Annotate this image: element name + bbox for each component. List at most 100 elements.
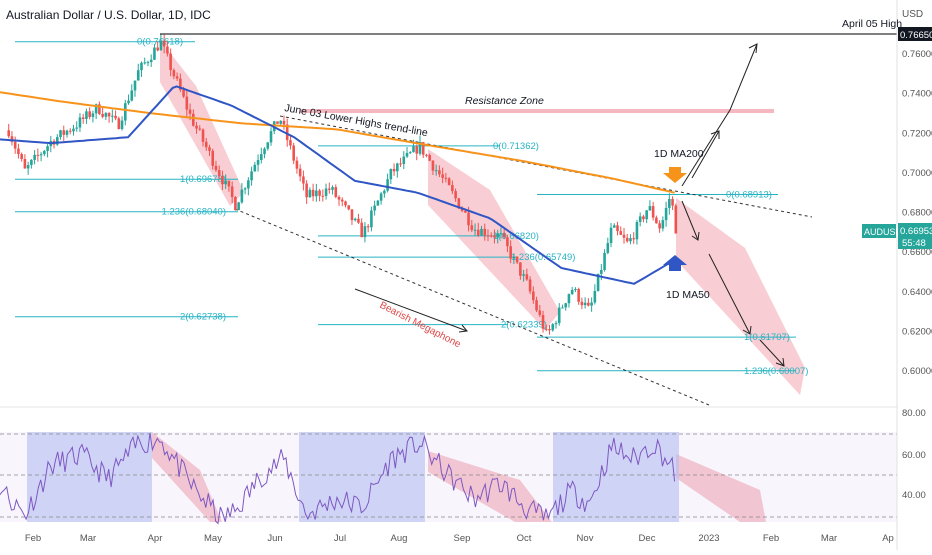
candle-body bbox=[587, 302, 590, 306]
candle-body bbox=[315, 190, 318, 197]
candle-body bbox=[425, 154, 428, 156]
candle-body bbox=[616, 225, 619, 232]
candle-body bbox=[46, 146, 49, 151]
rsi-line bbox=[0, 432, 676, 525]
candle-body bbox=[635, 221, 639, 240]
candle-body bbox=[263, 148, 266, 155]
candle-body bbox=[551, 324, 555, 331]
candle-body bbox=[421, 142, 425, 155]
candle-body bbox=[363, 226, 367, 238]
candle-body bbox=[276, 121, 279, 124]
candle-body bbox=[311, 189, 315, 197]
rsi-band bbox=[0, 432, 897, 522]
candle-body bbox=[590, 302, 593, 306]
candle-body bbox=[557, 307, 561, 324]
candle-body bbox=[538, 310, 542, 316]
candle-body bbox=[162, 40, 166, 47]
candle-body bbox=[674, 205, 678, 234]
candle-body bbox=[292, 145, 295, 161]
ma50-arrow-icon bbox=[663, 255, 687, 271]
candle-body bbox=[379, 193, 383, 201]
ma200-arrow-icon bbox=[663, 167, 687, 183]
candle-body bbox=[609, 227, 613, 244]
candle-body bbox=[651, 206, 655, 218]
candle-body bbox=[72, 128, 75, 132]
candle-body bbox=[389, 168, 393, 180]
candle-body bbox=[376, 200, 380, 206]
candle-body bbox=[298, 168, 302, 177]
time-tick-label: Aug bbox=[391, 533, 408, 544]
fib-label: 1.236(0.65749) bbox=[511, 252, 575, 263]
time-tick-label: Mar bbox=[80, 533, 96, 544]
candle-body bbox=[577, 289, 580, 302]
candle-body bbox=[201, 129, 205, 142]
candle-body bbox=[360, 222, 363, 238]
resistance-zone-label: Resistance Zone bbox=[465, 95, 544, 107]
megaphone-arrow bbox=[354, 288, 468, 332]
candle-body bbox=[156, 47, 159, 51]
candle-body bbox=[256, 159, 260, 165]
candle-body bbox=[480, 228, 483, 236]
candle-body bbox=[408, 152, 412, 154]
candle-body bbox=[464, 210, 467, 213]
candle-body bbox=[331, 187, 334, 190]
candle-body bbox=[318, 190, 321, 196]
candle-body bbox=[396, 163, 399, 172]
candle-body bbox=[175, 76, 179, 79]
candle-body bbox=[120, 120, 124, 130]
candle-body bbox=[658, 223, 661, 229]
candle-body bbox=[26, 165, 30, 169]
candle-body bbox=[629, 238, 632, 242]
candle-body bbox=[133, 80, 137, 91]
candle-body bbox=[499, 233, 503, 235]
candle-body bbox=[130, 90, 134, 101]
candle-body bbox=[217, 170, 221, 177]
candle-body bbox=[519, 262, 522, 276]
candle-body bbox=[279, 120, 283, 124]
down-arrow-2 bbox=[708, 253, 751, 335]
up-arrow-short-head bbox=[710, 130, 720, 139]
time-axis[interactable]: Feb Mar Apr May Jun Jul Aug Sep Oct Nov Dec 2023 Feb… bbox=[25, 533, 894, 544]
candle-body bbox=[525, 274, 529, 280]
candle-body bbox=[85, 111, 88, 119]
moving-averages bbox=[0, 85, 676, 285]
candle-body bbox=[62, 130, 66, 135]
candle-body bbox=[68, 130, 72, 132]
candle-body bbox=[260, 154, 263, 160]
ma200-label: 1D MA200 bbox=[654, 148, 704, 160]
rsi-tick-label: 60.00 bbox=[902, 450, 926, 461]
fib-label: 0(0.68913) bbox=[726, 189, 772, 200]
candle-body bbox=[295, 160, 299, 169]
bearish-channel-3 bbox=[676, 198, 805, 395]
candle-body bbox=[447, 178, 451, 186]
candle-body bbox=[143, 62, 147, 64]
time-tick-label: May bbox=[204, 533, 222, 544]
rsi-box-3 bbox=[553, 432, 679, 522]
candle-body bbox=[418, 142, 422, 154]
candle-body bbox=[454, 191, 457, 199]
candle-body bbox=[431, 160, 435, 171]
candle-body bbox=[544, 328, 548, 330]
candle-body bbox=[250, 171, 253, 181]
candle-body bbox=[140, 62, 143, 71]
candle-body bbox=[664, 207, 668, 221]
fib-label: 1(0.61707) bbox=[744, 332, 790, 343]
candle-body bbox=[185, 96, 189, 110]
rsi-axis[interactable]: 80.00 60.00 40.00 bbox=[902, 408, 926, 501]
fib-label: 1(0.69678) bbox=[180, 174, 226, 185]
candle-body bbox=[671, 198, 674, 206]
projection-arrows bbox=[354, 43, 785, 367]
rsi-tick-label: 80.00 bbox=[902, 408, 926, 419]
candle-body bbox=[91, 113, 95, 117]
candle-body bbox=[645, 210, 648, 220]
candle-body bbox=[78, 117, 82, 128]
candle-body bbox=[13, 141, 17, 149]
candle-body bbox=[94, 104, 98, 114]
high-price-badge bbox=[898, 27, 932, 41]
candle-body bbox=[496, 233, 499, 238]
